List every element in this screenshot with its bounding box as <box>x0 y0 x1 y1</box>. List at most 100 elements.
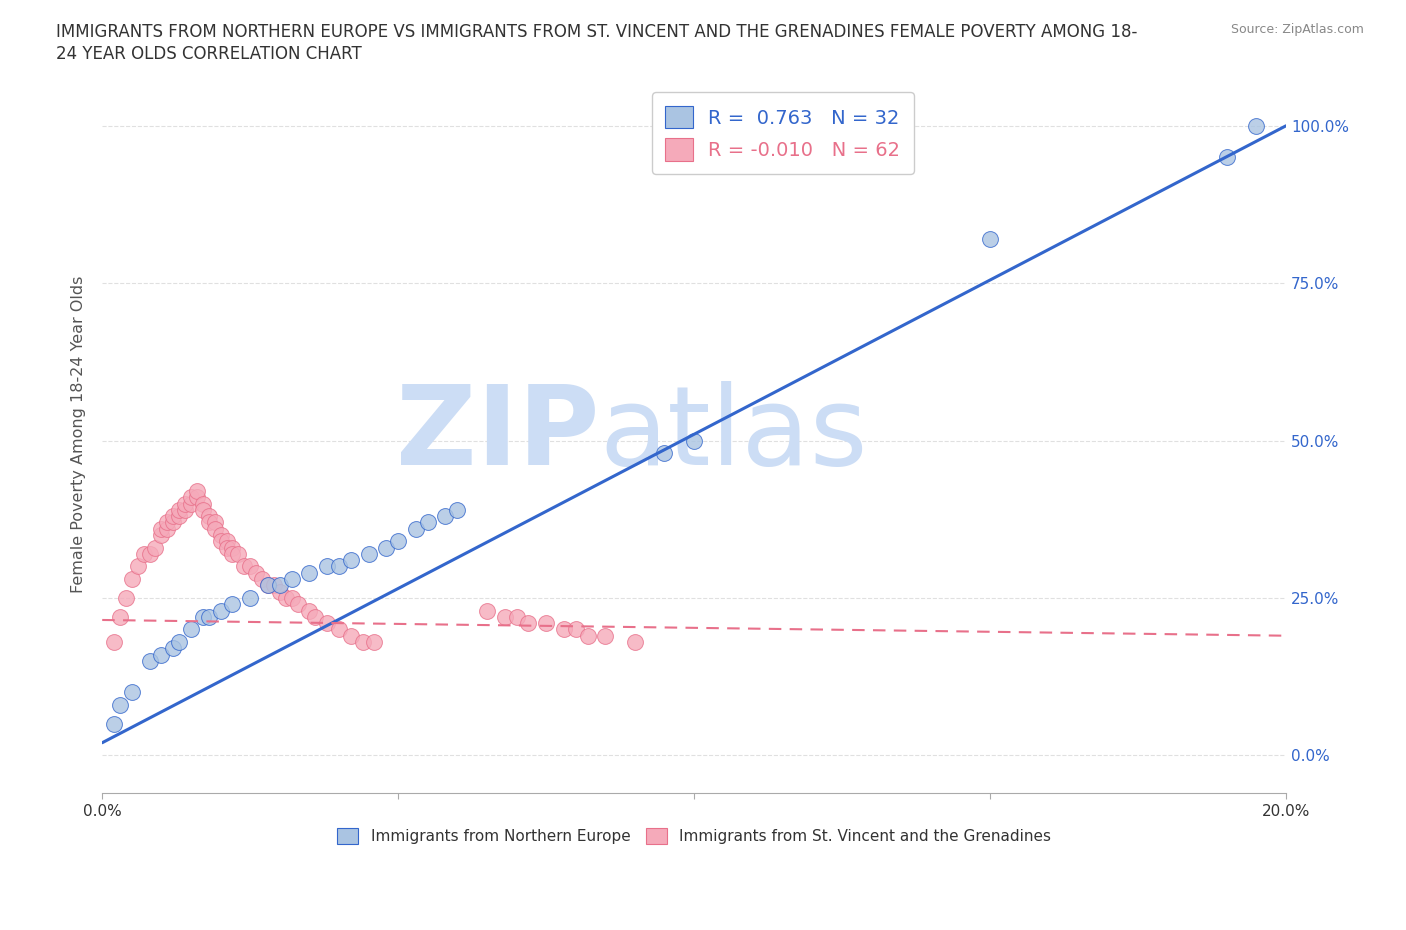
Point <box>280 572 302 587</box>
Point <box>328 622 350 637</box>
Point <box>328 559 350 574</box>
Point <box>446 502 468 517</box>
Point <box>197 609 219 624</box>
Point <box>434 509 457 524</box>
Point <box>150 647 173 662</box>
Legend: Immigrants from Northern Europe, Immigrants from St. Vincent and the Grenadines: Immigrants from Northern Europe, Immigra… <box>330 822 1057 850</box>
Point <box>150 521 173 536</box>
Point <box>654 445 676 460</box>
Point <box>416 515 439 530</box>
Point <box>174 496 197 511</box>
Point <box>352 634 374 649</box>
Point <box>257 578 280 592</box>
Point <box>250 572 273 587</box>
Point <box>197 515 219 530</box>
Point <box>180 490 202 505</box>
Point <box>624 634 647 649</box>
Text: atlas: atlas <box>599 380 868 487</box>
Point <box>316 559 339 574</box>
Point <box>108 698 131 712</box>
Y-axis label: Female Poverty Among 18-24 Year Olds: Female Poverty Among 18-24 Year Olds <box>72 275 86 593</box>
Point <box>121 572 143 587</box>
Text: Source: ZipAtlas.com: Source: ZipAtlas.com <box>1230 23 1364 36</box>
Point <box>108 609 131 624</box>
Point <box>145 540 167 555</box>
Point <box>167 634 190 649</box>
Point <box>221 547 243 562</box>
Point <box>683 433 706 448</box>
Point <box>576 629 599 644</box>
Point <box>340 552 363 567</box>
Point <box>979 232 1001 246</box>
Point <box>269 584 291 599</box>
Point <box>363 634 385 649</box>
Point <box>209 527 232 542</box>
Point <box>564 622 586 637</box>
Point <box>298 565 321 580</box>
Point <box>191 502 214 517</box>
Point <box>167 502 190 517</box>
Point <box>239 591 262 605</box>
Text: IMMIGRANTS FROM NORTHERN EUROPE VS IMMIGRANTS FROM ST. VINCENT AND THE GRENADINE: IMMIGRANTS FROM NORTHERN EUROPE VS IMMIG… <box>56 23 1137 41</box>
Point <box>517 616 540 631</box>
Point <box>287 597 309 612</box>
Point <box>595 629 617 644</box>
Point <box>494 609 516 624</box>
Point <box>228 547 250 562</box>
Point <box>233 559 256 574</box>
Point <box>298 603 321 618</box>
Point <box>387 534 409 549</box>
Point <box>138 547 160 562</box>
Point <box>204 515 226 530</box>
Point <box>245 565 267 580</box>
Point <box>138 654 160 669</box>
Point <box>257 578 280 592</box>
Point <box>204 521 226 536</box>
Point <box>162 641 184 656</box>
Point <box>1216 150 1239 165</box>
Point <box>186 490 208 505</box>
Point <box>150 527 173 542</box>
Point <box>162 515 184 530</box>
Point <box>475 603 498 618</box>
Point <box>103 716 125 731</box>
Point <box>115 591 138 605</box>
Point <box>269 578 291 592</box>
Point <box>186 484 208 498</box>
Point <box>156 515 179 530</box>
Point <box>215 540 238 555</box>
Point <box>534 616 557 631</box>
Point <box>221 597 243 612</box>
Point <box>221 540 243 555</box>
Point <box>316 616 339 631</box>
Text: ZIP: ZIP <box>396 380 599 487</box>
Point <box>357 547 380 562</box>
Point <box>191 496 214 511</box>
Point <box>180 622 202 637</box>
Point <box>280 591 302 605</box>
Point <box>132 547 155 562</box>
Point <box>1246 118 1268 133</box>
Point <box>156 521 179 536</box>
Point <box>127 559 149 574</box>
Point <box>553 622 575 637</box>
Point <box>505 609 527 624</box>
Point <box>375 540 398 555</box>
Text: 24 YEAR OLDS CORRELATION CHART: 24 YEAR OLDS CORRELATION CHART <box>56 45 361 62</box>
Point <box>167 509 190 524</box>
Point <box>191 609 214 624</box>
Point <box>197 509 219 524</box>
Point <box>239 559 262 574</box>
Point <box>304 609 326 624</box>
Point <box>274 591 297 605</box>
Point <box>174 502 197 517</box>
Point <box>162 509 184 524</box>
Point <box>180 496 202 511</box>
Point <box>209 534 232 549</box>
Point <box>340 629 363 644</box>
Point <box>103 634 125 649</box>
Point <box>263 578 285 592</box>
Point <box>405 521 427 536</box>
Point <box>215 534 238 549</box>
Point <box>209 603 232 618</box>
